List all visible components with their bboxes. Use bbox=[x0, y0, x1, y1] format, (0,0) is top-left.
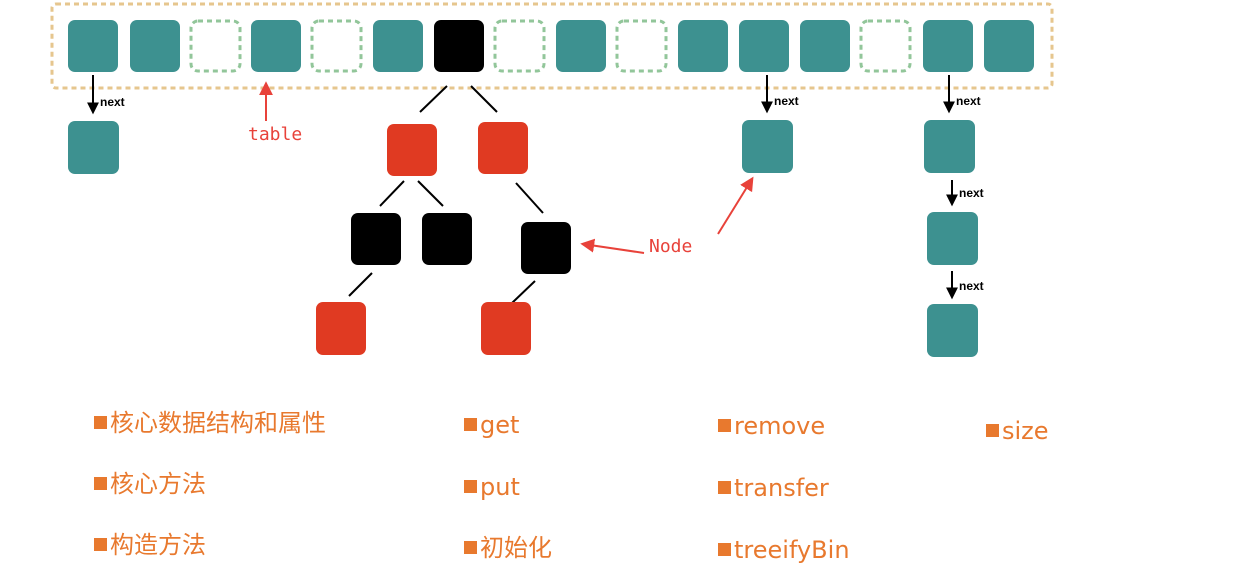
next-label: next bbox=[100, 95, 125, 109]
next-label: next bbox=[959, 279, 984, 293]
list-node bbox=[924, 120, 975, 173]
empty-bucket-slot bbox=[859, 19, 912, 73]
bullet-square-icon bbox=[94, 477, 107, 490]
bucket-array bbox=[68, 19, 1034, 73]
next-label: next bbox=[959, 186, 984, 200]
tree-node-black bbox=[521, 222, 571, 274]
bucket-slot bbox=[556, 20, 606, 72]
topic-text: size bbox=[1002, 417, 1049, 445]
topic-item: transfer bbox=[718, 474, 829, 502]
bullet-square-icon bbox=[464, 480, 477, 493]
topic-text: 核心方法 bbox=[110, 470, 206, 498]
topic-item: 核心方法 bbox=[94, 470, 206, 498]
bullet-square-icon bbox=[94, 416, 107, 429]
bucket-slot bbox=[739, 20, 789, 72]
list-node bbox=[927, 304, 978, 357]
topic-text: 构造方法 bbox=[110, 531, 206, 559]
bucket-slot bbox=[984, 20, 1034, 72]
topic-item: treeifyBin bbox=[718, 536, 850, 564]
bucket-slot bbox=[923, 20, 973, 72]
tree-node-black bbox=[351, 213, 401, 265]
bullet-square-icon bbox=[718, 543, 731, 556]
topic-item: 构造方法 bbox=[94, 531, 206, 559]
topic-text: 初始化 bbox=[480, 534, 552, 562]
list-node bbox=[742, 120, 793, 173]
bullet-square-icon bbox=[718, 481, 731, 494]
list-node bbox=[927, 212, 978, 265]
topic-item: size bbox=[986, 417, 1049, 445]
table-border bbox=[50, 2, 1054, 90]
bucket-slot bbox=[373, 20, 423, 72]
topic-text: get bbox=[480, 411, 520, 439]
topic-item: remove bbox=[718, 412, 825, 440]
empty-bucket-slot bbox=[493, 19, 546, 73]
next-label: next bbox=[956, 94, 981, 108]
tree-node-red bbox=[387, 124, 437, 176]
next-label: next bbox=[774, 94, 799, 108]
node-annotation-arrow-left bbox=[580, 238, 645, 254]
node-annotation-arrow-right bbox=[717, 176, 754, 235]
topic-item: put bbox=[464, 473, 520, 501]
topic-item: 核心数据结构和属性 bbox=[94, 409, 326, 437]
list-node bbox=[68, 121, 119, 174]
bullet-square-icon bbox=[718, 419, 731, 432]
topic-text: treeifyBin bbox=[734, 536, 850, 564]
bucket-slot bbox=[130, 20, 180, 72]
tree-node-black bbox=[422, 213, 472, 265]
node-label: Node bbox=[649, 236, 692, 257]
topic-text: remove bbox=[734, 412, 826, 440]
topic-text: put bbox=[480, 473, 520, 501]
tree-bin-slot bbox=[434, 20, 484, 72]
topic-text: transfer bbox=[734, 474, 829, 502]
table-label: table bbox=[248, 124, 302, 145]
bullet-square-icon bbox=[464, 418, 477, 431]
tree-node-red bbox=[478, 122, 528, 174]
empty-bucket-slot bbox=[189, 19, 242, 73]
tree-node-red bbox=[481, 302, 531, 355]
bucket-slot bbox=[251, 20, 301, 72]
topic-item: 初始化 bbox=[464, 534, 552, 562]
bucket-slot bbox=[68, 20, 118, 72]
topic-item: get bbox=[464, 411, 519, 439]
bucket-slot bbox=[800, 20, 850, 72]
topic-text: 核心数据结构和属性 bbox=[110, 409, 326, 437]
tree-edges bbox=[348, 85, 544, 304]
bullet-square-icon bbox=[94, 538, 107, 551]
bucket-slot bbox=[678, 20, 728, 72]
tree-node-red bbox=[316, 302, 366, 355]
empty-bucket-slot bbox=[615, 19, 668, 73]
empty-bucket-slot bbox=[310, 19, 363, 73]
bullet-square-icon bbox=[986, 424, 999, 437]
bullet-square-icon bbox=[464, 541, 477, 554]
